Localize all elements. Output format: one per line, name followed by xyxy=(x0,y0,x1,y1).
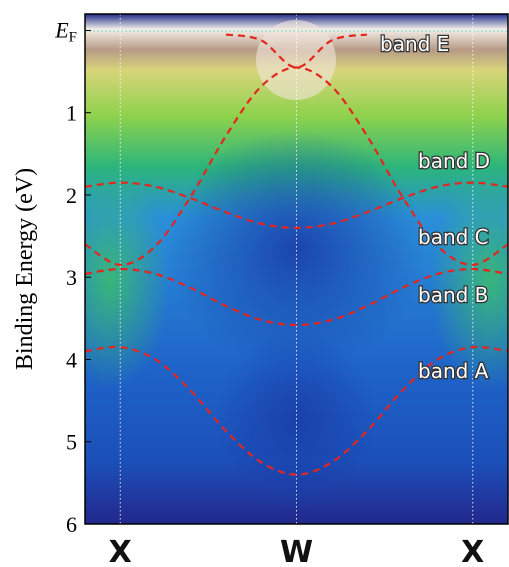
y-tick-label: 5 xyxy=(66,430,77,455)
band-label: band B xyxy=(418,283,488,307)
y-tick-label: 6 xyxy=(66,512,77,537)
y-tick-label: 3 xyxy=(66,265,77,290)
intensity-map xyxy=(50,14,509,524)
x-tick-label: X xyxy=(461,535,484,567)
chart: Binding Energy (eV) EF 1 2 3 4 5 6 X W Xband E ban… xyxy=(0,0,509,567)
y-tick-label-main: E xyxy=(54,17,69,42)
x-tick-label: W xyxy=(280,535,313,567)
y-tick-label: 2 xyxy=(66,183,77,208)
y-tick-label: 4 xyxy=(66,347,77,372)
band-label: band E xyxy=(380,32,449,56)
y-tick-label: EF xyxy=(54,17,77,45)
y-tick-label-sub: F xyxy=(69,29,77,45)
band-label: band C xyxy=(418,225,489,249)
y-tick-label: 1 xyxy=(66,101,77,126)
y-axis-label: Binding Energy (eV) xyxy=(12,168,38,370)
band-label: band A xyxy=(418,359,489,383)
band-label: band D xyxy=(418,149,490,173)
x-tick-label: X xyxy=(109,535,132,567)
